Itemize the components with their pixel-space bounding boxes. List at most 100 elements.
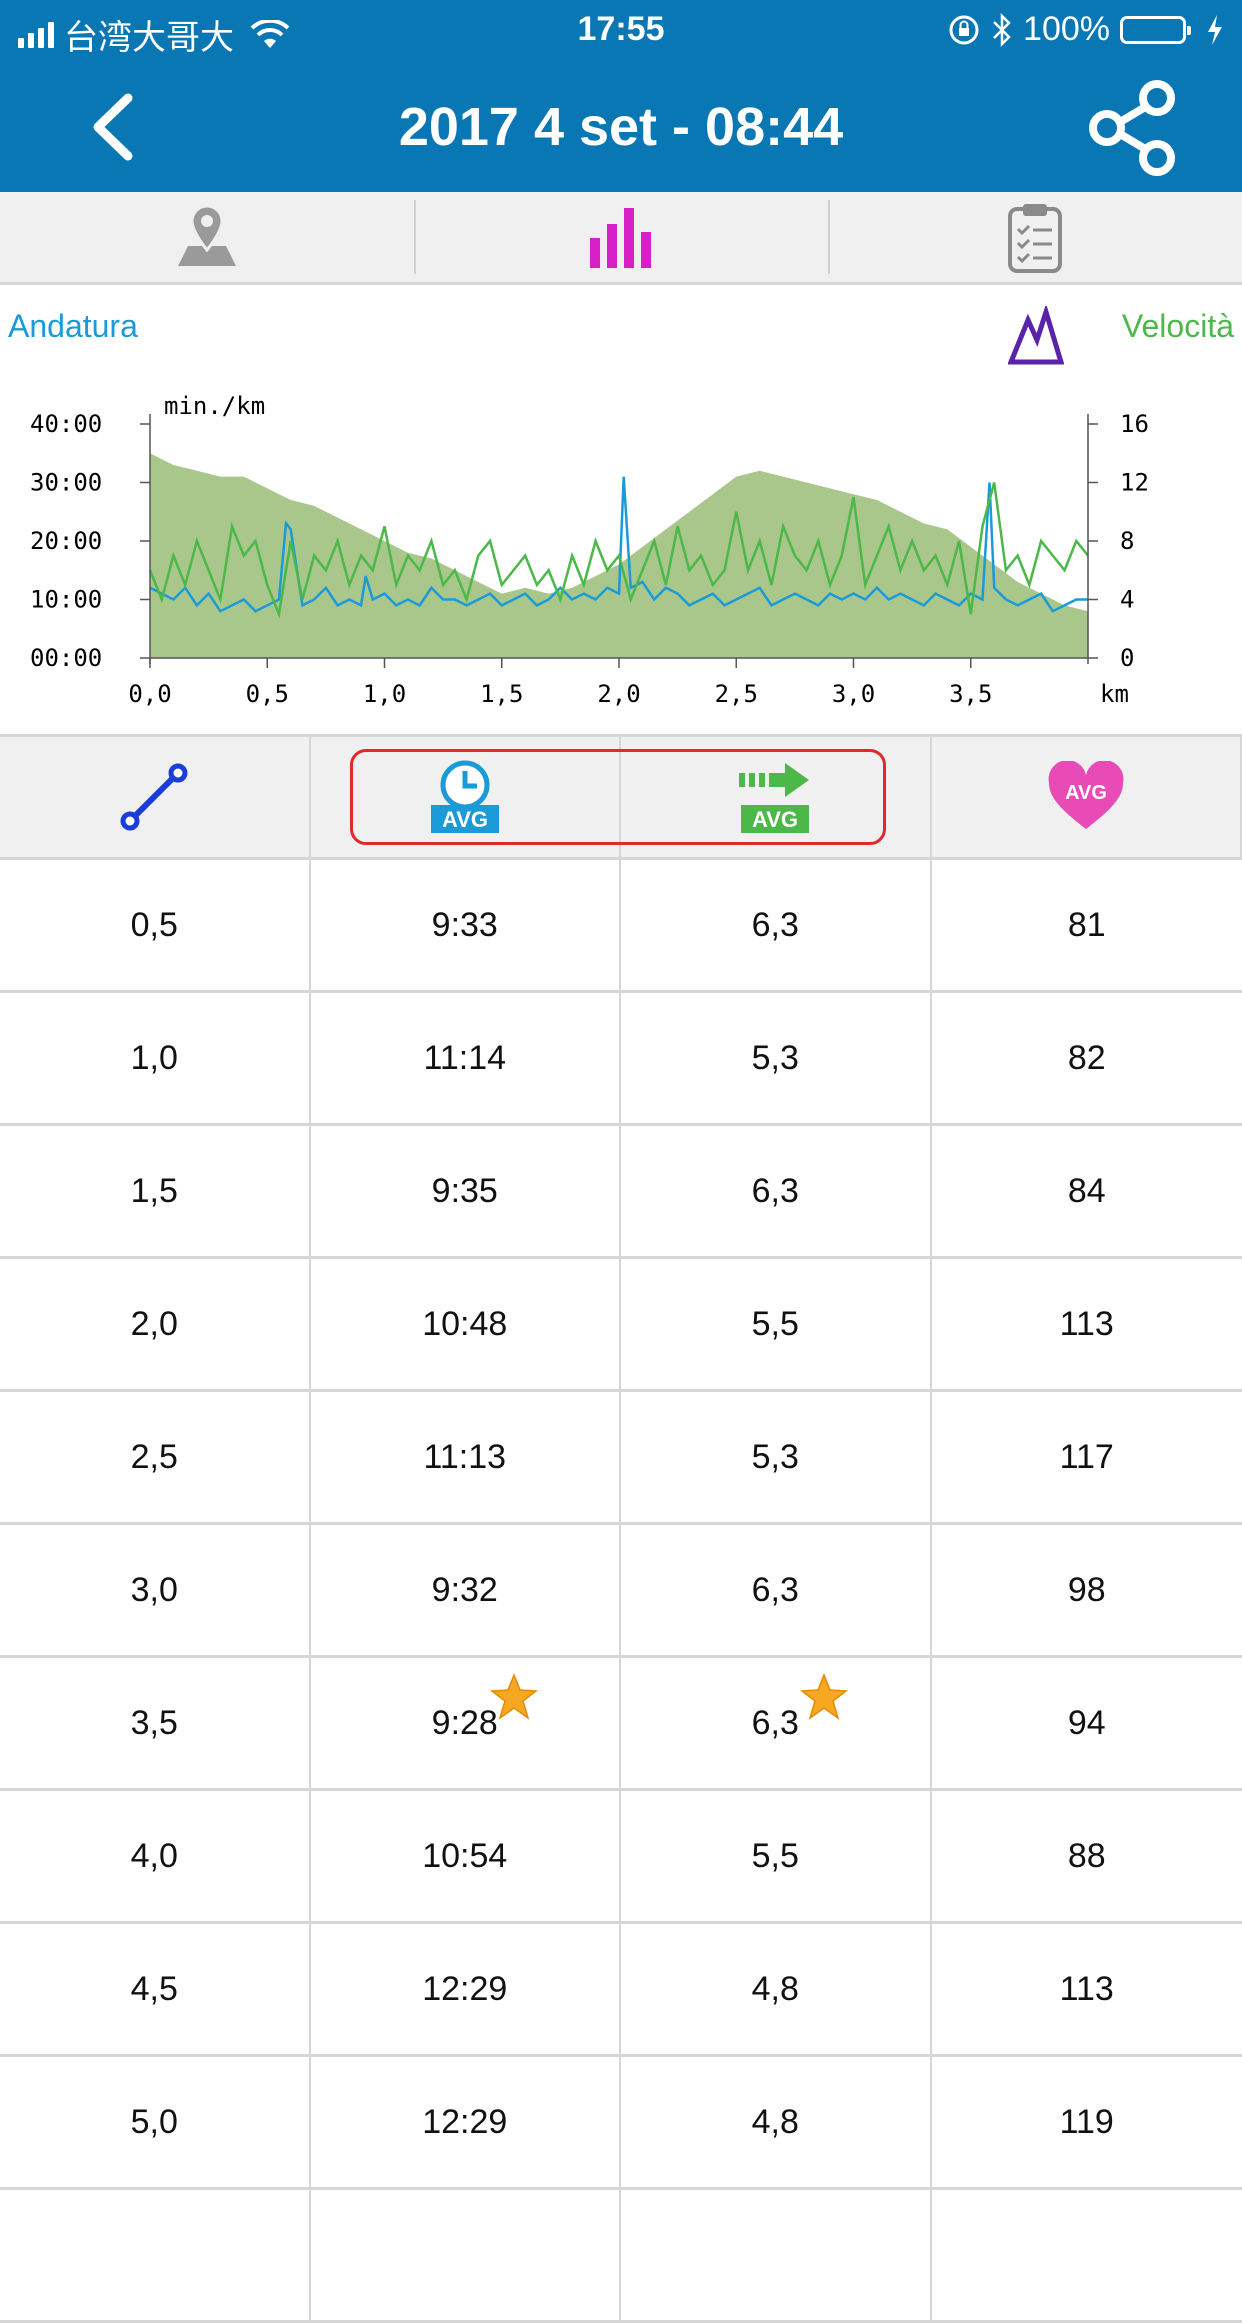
status-bar: 台湾大哥大 17:55 100% <box>0 0 1242 60</box>
cell-speed: 6,3 <box>621 1658 932 1788</box>
distance-line-icon <box>114 757 194 837</box>
avg-heart-badge: AVG <box>1065 782 1107 804</box>
highlight-box <box>350 749 886 845</box>
y-right-tick-label: 0 <box>1120 644 1134 672</box>
tab-bar <box>0 192 1242 285</box>
cell-speed <box>621 2190 932 2320</box>
table-header: AVG AVG AVG <box>0 734 1242 860</box>
cell-pace-value: 12:29 <box>422 2103 507 2142</box>
cell-km: 3,0 <box>0 1525 311 1655</box>
x-tick-label: 2,0 <box>597 680 640 708</box>
table-row: 4,5 12:29 4,8 113 <box>0 1924 1242 2057</box>
cell-hr-value: 81 <box>1068 906 1106 945</box>
x-tick-label: 2,5 <box>715 680 758 708</box>
cell-km-value: 0,5 <box>131 906 178 945</box>
cell-hr: 94 <box>932 1658 1242 1788</box>
cell-km-value: 1,5 <box>131 1172 178 1211</box>
y-right-tick-label: 16 <box>1120 410 1149 438</box>
cell-hr: 113 <box>932 1259 1242 1389</box>
cell-pace: 9:33 <box>311 860 622 990</box>
column-distance[interactable] <box>0 737 311 857</box>
cell-speed-value: 6,3 <box>752 1704 799 1743</box>
cell-pace-value: 12:29 <box>422 1970 507 2009</box>
cell-hr-value: 84 <box>1068 1172 1106 1211</box>
cell-hr-value: 113 <box>1060 1305 1114 1344</box>
best-star-icon <box>799 1672 849 1722</box>
x-axis-label: km <box>1100 680 1129 708</box>
cell-pace: 9:35 <box>311 1126 622 1256</box>
column-avg-heart-rate[interactable]: AVG <box>932 737 1242 857</box>
cell-hr-value: 98 <box>1068 1571 1106 1610</box>
cell-speed-value: 5,5 <box>752 1837 799 1876</box>
y-right-tick-label: 8 <box>1120 527 1134 555</box>
y-left-tick-label: 20:00 <box>30 527 102 555</box>
cell-hr-value: 113 <box>1060 1970 1114 2009</box>
y-right-tick-label: 4 <box>1120 586 1134 614</box>
table-row: 1,5 9:35 6,3 84 <box>0 1126 1242 1259</box>
avg-heart-icon: AVG <box>1046 761 1126 833</box>
cell-pace: 10:48 <box>311 1259 622 1389</box>
cell-pace-value: 10:48 <box>422 1305 507 1344</box>
share-icon[interactable] <box>1082 76 1182 176</box>
cell-hr: 119 <box>932 2057 1242 2187</box>
cell-hr: 117 <box>932 1392 1242 1522</box>
cell-pace: 11:13 <box>311 1392 622 1522</box>
cell-pace: 12:29 <box>311 1924 622 2054</box>
cell-km-value: 5,0 <box>131 2103 178 2142</box>
cell-speed-value: 5,3 <box>752 1039 799 1078</box>
charging-icon <box>1206 14 1224 46</box>
cell-hr-value: 94 <box>1068 1704 1106 1743</box>
table-row: 5,0 12:29 4,8 119 <box>0 2057 1242 2190</box>
cell-speed: 5,3 <box>621 1392 932 1522</box>
speed-legend-toggle[interactable]: Velocità <box>1122 308 1234 345</box>
cell-km-value: 4,5 <box>131 1970 178 2009</box>
cell-hr-value: 117 <box>1060 1438 1114 1477</box>
cell-hr: 84 <box>932 1126 1242 1256</box>
cell-hr <box>932 2190 1242 2320</box>
cell-pace-value: 9:35 <box>432 1172 498 1211</box>
cell-hr-value: 119 <box>1060 2103 1114 2142</box>
tab-summary[interactable] <box>828 192 1242 282</box>
cell-speed: 6,3 <box>621 1126 932 1256</box>
y-left-tick-label: 40:00 <box>30 410 102 438</box>
cell-pace: 9:32 <box>311 1525 622 1655</box>
cell-speed: 5,5 <box>621 1791 932 1921</box>
cell-pace-value: 9:32 <box>432 1571 498 1610</box>
table-row: 0,5 9:33 6,3 81 <box>0 860 1242 993</box>
cell-hr: 98 <box>932 1525 1242 1655</box>
cell-km-value: 2,0 <box>131 1305 178 1344</box>
x-tick-label: 0,5 <box>246 680 289 708</box>
best-star-icon <box>489 1672 539 1722</box>
cell-km: 3,5 <box>0 1658 311 1788</box>
cell-pace: 12:29 <box>311 2057 622 2187</box>
rotation-lock-icon <box>947 13 981 47</box>
cell-km-value: 3,0 <box>131 1571 178 1610</box>
cell-km: 0,5 <box>0 860 311 990</box>
cell-pace-value: 9:33 <box>432 906 498 945</box>
cell-speed: 4,8 <box>621 1924 932 2054</box>
cell-speed: 4,8 <box>621 2057 932 2187</box>
mountain-elevation-icon[interactable] <box>1008 306 1064 366</box>
cell-speed: 6,3 <box>621 860 932 990</box>
tab-map[interactable] <box>0 192 414 282</box>
navigation-bar: 2017 4 set - 08:44 <box>0 60 1242 192</box>
cell-km: 2,5 <box>0 1392 311 1522</box>
cell-speed: 5,5 <box>621 1259 932 1389</box>
cell-speed-value: 6,3 <box>752 1571 799 1610</box>
cell-km <box>0 2190 311 2320</box>
x-tick-label: 1,0 <box>363 680 406 708</box>
cell-km: 1,5 <box>0 1126 311 1256</box>
cell-pace-value: 11:14 <box>423 1039 506 1078</box>
x-tick-label: 3,0 <box>832 680 875 708</box>
page-title: 2017 4 set - 08:44 <box>0 96 1242 158</box>
cell-km: 4,5 <box>0 1924 311 2054</box>
tab-charts[interactable] <box>414 192 828 282</box>
cell-km: 2,0 <box>0 1259 311 1389</box>
pace-legend-toggle[interactable]: Andatura <box>8 308 138 345</box>
table-row <box>0 2190 1242 2323</box>
battery-percent: 100% <box>1023 10 1110 49</box>
